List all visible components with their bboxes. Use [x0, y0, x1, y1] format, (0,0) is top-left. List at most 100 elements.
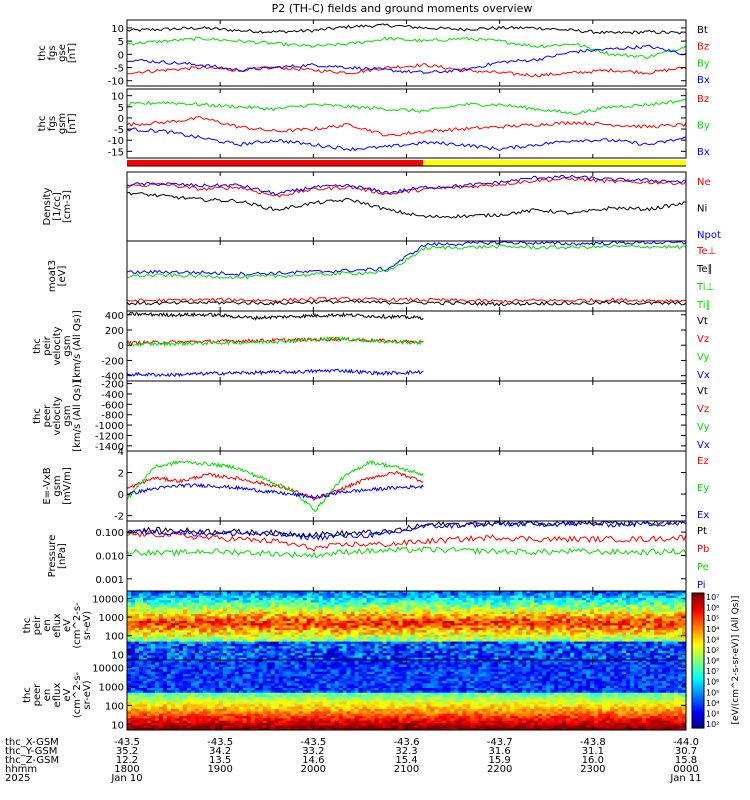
heatmap-cell [506, 609, 511, 613]
y-tick-label: -2 [114, 512, 124, 523]
heatmap-cell [434, 641, 439, 645]
heatmap-cell [182, 643, 188, 647]
heatmap-cell [398, 637, 403, 640]
heatmap-cell [406, 597, 411, 601]
heatmap-cell [670, 641, 675, 645]
heatmap-cell [590, 627, 595, 631]
heatmap-cell [586, 595, 591, 599]
heatmap-cell [446, 627, 451, 631]
heatmap-cell [634, 611, 639, 615]
heatmap-cell [606, 639, 611, 643]
heatmap-cell [278, 616, 284, 620]
heatmap-cell [378, 623, 384, 626]
heatmap-cell [522, 657, 527, 661]
heatmap-cell [254, 648, 260, 652]
heatmap-cell [634, 655, 639, 659]
heatmap-cell [622, 637, 627, 640]
legend-label-Vy: Vy [697, 352, 710, 363]
heatmap-cell [662, 593, 667, 597]
heatmap-cell [130, 702, 136, 705]
heatmap-cell [582, 639, 587, 643]
heatmap-cell [186, 662, 192, 666]
heatmap-cell [402, 653, 407, 656]
heatmap-cell [326, 591, 332, 594]
heatmap-cell [298, 607, 304, 610]
heatmap-cell [254, 641, 260, 645]
heatmap-cell [554, 637, 559, 640]
heatmap-cell [518, 609, 523, 613]
heatmap-cell [178, 697, 184, 701]
heatmap-cell [206, 597, 212, 601]
heatmap-cell [654, 607, 659, 610]
heatmap-cell [127, 685, 132, 689]
heatmap-cell [294, 627, 300, 631]
heatmap-cell [266, 643, 272, 647]
heatmap-cell [186, 678, 192, 682]
heatmap-cell [242, 614, 248, 617]
heatmap-cell [490, 623, 495, 626]
heatmap-cell [138, 609, 144, 613]
heatmap-cell [378, 655, 384, 659]
heatmap-cell [422, 634, 427, 638]
heatmap-cell [266, 600, 272, 603]
heatmap-cell [566, 632, 571, 636]
heatmap-cell [174, 620, 180, 624]
heatmap-cell [614, 657, 619, 661]
heatmap-cell [502, 597, 507, 601]
heatmap-cell [438, 630, 443, 633]
heatmap-cell [170, 595, 176, 599]
heatmap-cell [646, 625, 651, 629]
heatmap-cell [622, 643, 627, 647]
heatmap-cell [526, 653, 531, 656]
heatmap-cell [598, 639, 603, 643]
heatmap-cell [478, 650, 483, 654]
heatmap-cell [150, 641, 156, 645]
heatmap-cell [154, 625, 160, 629]
heatmap-cell [550, 630, 555, 633]
heatmap-cell [682, 607, 687, 610]
heatmap-cell [218, 627, 224, 631]
heatmap-cell [178, 650, 184, 654]
heatmap-cell [578, 655, 583, 659]
heatmap-cell [182, 695, 188, 698]
heatmap-cell [278, 632, 284, 636]
heatmap-cell [238, 643, 244, 647]
heatmap-cell [566, 607, 571, 610]
heatmap-cell [354, 650, 360, 654]
heatmap-cell [206, 595, 212, 599]
heatmap-cell [418, 623, 423, 626]
heatmap-cell [250, 653, 256, 656]
heatmap-cell [154, 702, 160, 705]
heatmap-cell [146, 688, 152, 691]
heatmap-cell [670, 655, 675, 659]
heatmap-cell [138, 604, 144, 608]
heatmap-cell [178, 699, 184, 703]
heatmap-cell [186, 664, 192, 668]
heatmap-cell [378, 593, 384, 597]
heatmap-cell [530, 637, 535, 640]
fgs_gse-ylabel-line: fgs [47, 45, 58, 60]
heatmap-cell [342, 653, 348, 656]
heatmap-cell [310, 627, 316, 631]
heatmap-cell [318, 650, 324, 654]
heatmap-cell [678, 650, 683, 654]
heatmap-cell [466, 616, 471, 620]
heatmap-cell [618, 650, 623, 654]
heatmap-cell [274, 620, 280, 624]
efield-ylabel-line: E=-VxB [42, 467, 53, 504]
heatmap-cell [662, 597, 667, 601]
heatmap-cell [278, 611, 284, 615]
heatmap-cell [394, 597, 400, 601]
heatmap-cell [350, 655, 356, 659]
heatmap-cell [314, 611, 320, 615]
heatmap-cell [566, 648, 571, 652]
heatmap-cell [150, 653, 156, 656]
heatmap-cell [127, 709, 132, 712]
heatmap-cell [570, 630, 575, 633]
heatmap-cell [142, 623, 148, 626]
heatmap-cell [127, 674, 132, 677]
peir_velocity-ylabel: thc peir velocity gsm [km/s (All Qs)] [32, 310, 83, 382]
heatmap-cell [394, 641, 400, 645]
heatmap-cell [318, 625, 324, 629]
heatmap-cell [370, 639, 376, 643]
